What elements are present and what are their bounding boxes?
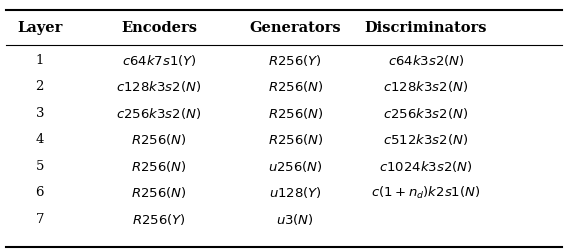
Text: 7: 7 bbox=[36, 213, 44, 226]
Text: $u128(Y)$: $u128(Y)$ bbox=[269, 185, 322, 200]
Text: $R256(N)$: $R256(N)$ bbox=[131, 132, 187, 147]
Text: $c128k3s2(N)$: $c128k3s2(N)$ bbox=[116, 79, 202, 94]
Text: Generators: Generators bbox=[249, 21, 341, 35]
Text: $c512k3s2(N)$: $c512k3s2(N)$ bbox=[383, 132, 469, 147]
Text: 4: 4 bbox=[36, 133, 44, 146]
Text: 2: 2 bbox=[36, 80, 44, 93]
Text: Encoders: Encoders bbox=[121, 21, 197, 35]
Text: 3: 3 bbox=[36, 107, 44, 120]
Text: $c128k3s2(N)$: $c128k3s2(N)$ bbox=[383, 79, 469, 94]
Text: $c64k3s2(N)$: $c64k3s2(N)$ bbox=[388, 53, 464, 68]
Text: Layer: Layer bbox=[17, 21, 62, 35]
Text: Discriminators: Discriminators bbox=[365, 21, 487, 35]
Text: $R256(N)$: $R256(N)$ bbox=[268, 132, 323, 147]
Text: $c(1+n_d)k2s1(N)$: $c(1+n_d)k2s1(N)$ bbox=[371, 185, 481, 201]
Text: $u3(N)$: $u3(N)$ bbox=[277, 212, 314, 227]
Text: $c256k3s2(N)$: $c256k3s2(N)$ bbox=[383, 106, 469, 121]
Text: 6: 6 bbox=[36, 186, 44, 199]
Text: $R256(N)$: $R256(N)$ bbox=[131, 159, 187, 174]
Text: $R256(Y)$: $R256(Y)$ bbox=[132, 212, 186, 227]
Text: $u256(N)$: $u256(N)$ bbox=[268, 159, 323, 174]
Text: $R256(N)$: $R256(N)$ bbox=[268, 106, 323, 121]
Text: $R256(N)$: $R256(N)$ bbox=[131, 185, 187, 200]
Text: 5: 5 bbox=[36, 160, 44, 173]
Text: $R256(Y)$: $R256(Y)$ bbox=[269, 53, 322, 68]
Text: $c64k7s1(Y)$: $c64k7s1(Y)$ bbox=[122, 53, 197, 68]
Text: 1: 1 bbox=[36, 54, 44, 67]
Text: $c1024k3s2(N)$: $c1024k3s2(N)$ bbox=[379, 159, 473, 174]
Text: $c256k3s2(N)$: $c256k3s2(N)$ bbox=[116, 106, 202, 121]
Text: $R256(N)$: $R256(N)$ bbox=[268, 79, 323, 94]
